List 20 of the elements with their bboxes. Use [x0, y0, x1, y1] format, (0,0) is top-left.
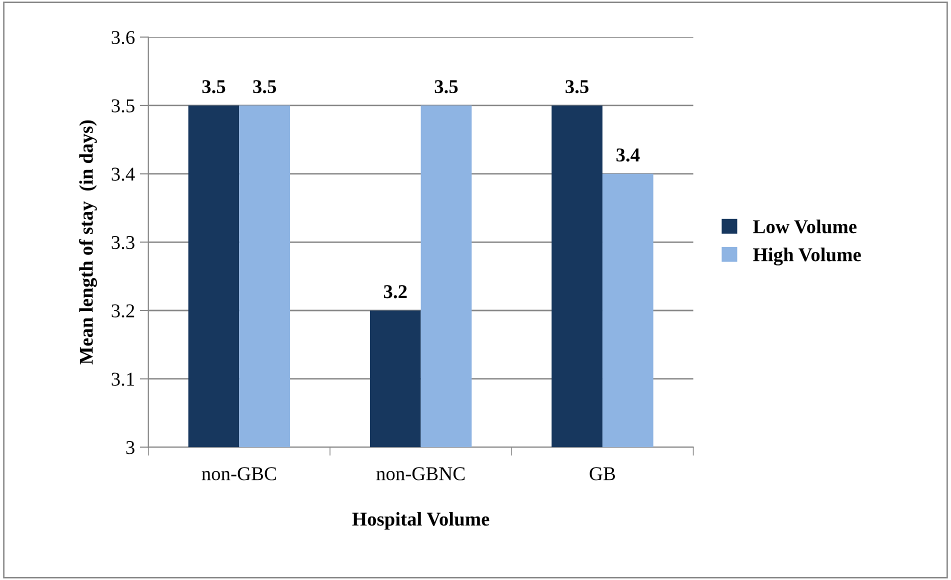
data-label: 3.5 [566, 80, 588, 94]
data-label: 3.2 [384, 285, 407, 298]
y-tick-label: 3.3 [112, 236, 134, 250]
legend-label: Low Volume [753, 220, 857, 234]
data-label: 3.5 [202, 80, 226, 94]
y-tick-label: 3.6 [112, 30, 135, 44]
x-tick-label: non-GBNC [376, 467, 465, 480]
y-tick-label: 3 [126, 441, 134, 454]
legend-label: High Volume [753, 248, 861, 266]
x-axis-title: Hospital Volume [352, 512, 490, 530]
x-tick-label: GB [590, 467, 616, 480]
y-tick-label: 3.4 [112, 168, 135, 181]
y-tick-label: 3.2 [112, 304, 134, 318]
y-tick-label: 3.5 [112, 99, 134, 112]
data-label: 3.5 [253, 80, 276, 94]
data-label: 3.5 [434, 80, 458, 94]
y-tick-label: 3.1 [112, 372, 134, 386]
y-axis-title: Mean length of stay (in days) [78, 120, 97, 364]
x-tick-label: non-GBC [202, 467, 276, 480]
data-label: 3.4 [616, 148, 640, 162]
